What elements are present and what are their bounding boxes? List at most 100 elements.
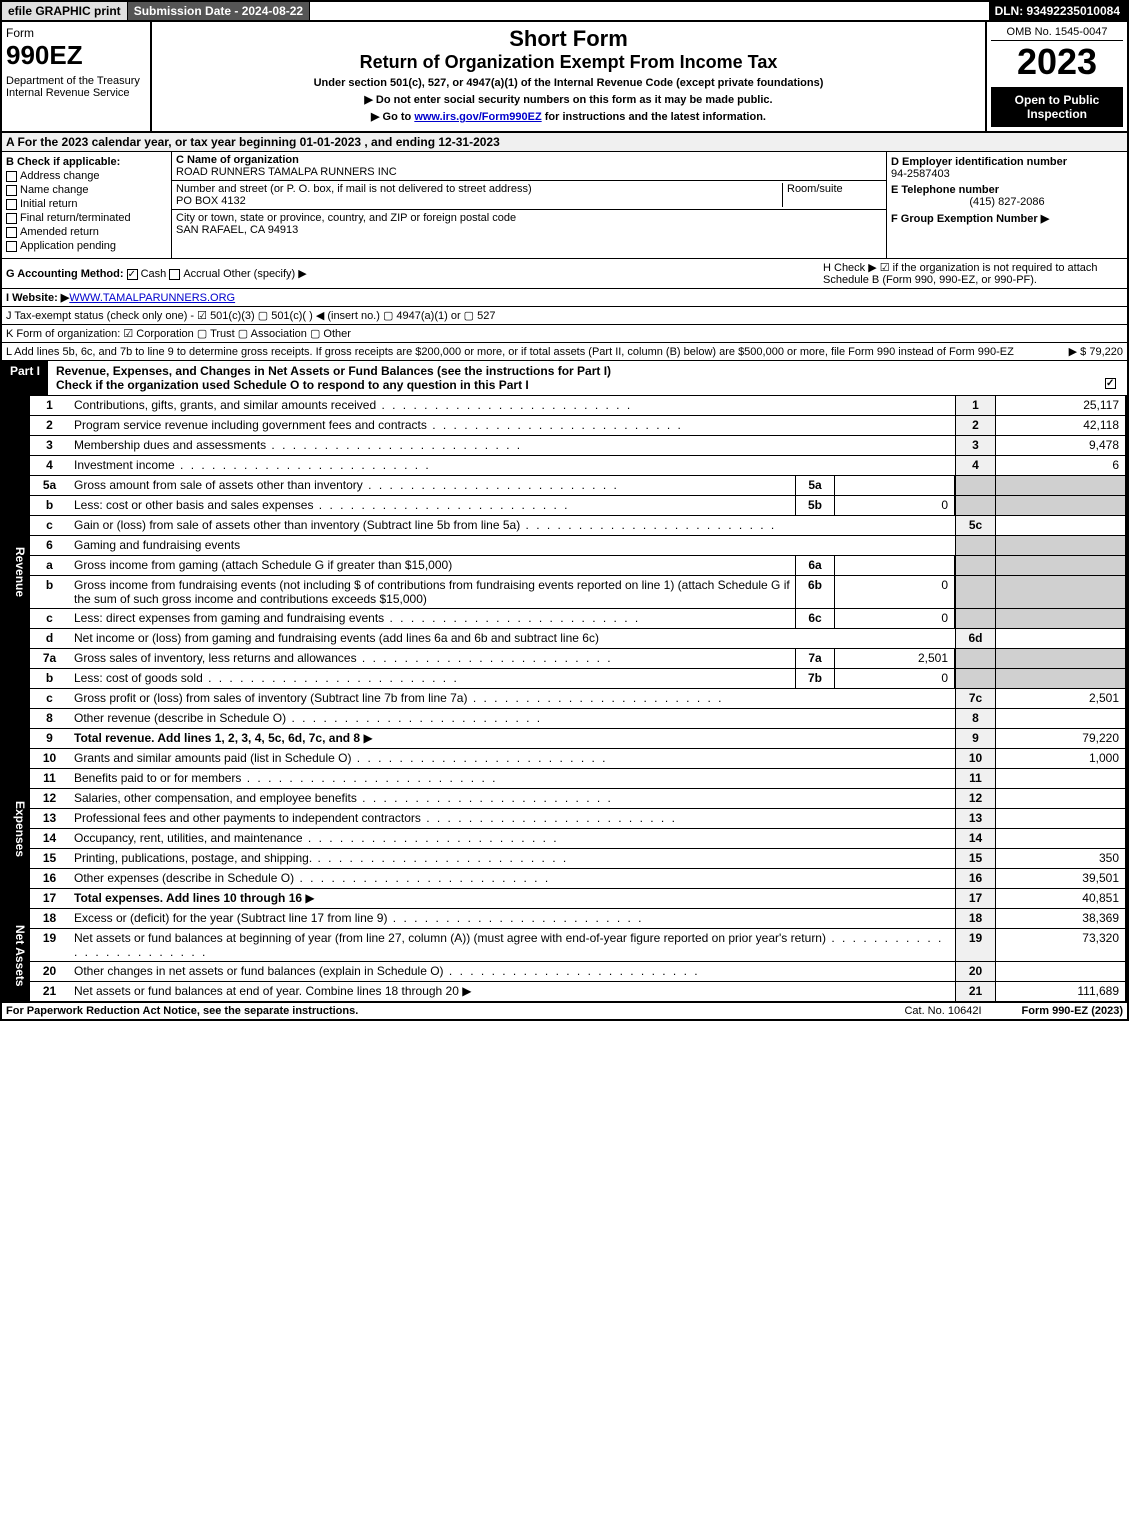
line-3-box: 3 bbox=[955, 436, 995, 455]
line-2-desc: Program service revenue including govern… bbox=[70, 416, 955, 435]
line-6a-subval bbox=[835, 556, 955, 575]
dln: DLN: 93492235010084 bbox=[989, 2, 1127, 20]
line-18-box: 18 bbox=[955, 909, 995, 928]
line-6d-box: 6d bbox=[955, 629, 995, 648]
revenue-section: Revenue 1Contributions, gifts, grants, a… bbox=[0, 396, 1129, 749]
section-c: C Name of organization ROAD RUNNERS TAMA… bbox=[172, 152, 887, 258]
paperwork-notice: For Paperwork Reduction Act Notice, see … bbox=[6, 1005, 358, 1017]
line-5b-subval: 0 bbox=[835, 496, 955, 515]
line-14-desc: Occupancy, rent, utilities, and maintena… bbox=[70, 829, 955, 848]
goto-post: for instructions and the latest informat… bbox=[542, 111, 766, 123]
ein: 94-2587403 bbox=[891, 168, 1123, 180]
line-18-desc: Excess or (deficit) for the year (Subtra… bbox=[70, 909, 955, 928]
city-state-zip: SAN RAFAEL, CA 94913 bbox=[176, 224, 882, 236]
line-15-desc: Printing, publications, postage, and shi… bbox=[70, 849, 955, 868]
line-15-val: 350 bbox=[995, 849, 1125, 868]
org-name-label: C Name of organization bbox=[176, 154, 882, 166]
line-11-desc: Benefits paid to or for members bbox=[70, 769, 955, 788]
form-footer: For Paperwork Reduction Act Notice, see … bbox=[0, 1002, 1129, 1021]
form-title: Return of Organization Exempt From Incom… bbox=[156, 52, 981, 73]
part-1-title: Revenue, Expenses, and Changes in Net As… bbox=[56, 364, 611, 378]
ein-label: D Employer identification number bbox=[891, 156, 1123, 168]
org-name: ROAD RUNNERS TAMALPA RUNNERS INC bbox=[176, 166, 882, 178]
irs-link[interactable]: www.irs.gov/Form990EZ bbox=[414, 111, 541, 123]
label-final-return: Final return/terminated bbox=[20, 212, 131, 224]
checkbox-address-change[interactable] bbox=[6, 171, 17, 182]
phone: (415) 827-2086 bbox=[891, 196, 1123, 208]
expenses-side-label: Expenses bbox=[2, 749, 28, 909]
checkbox-amended-return[interactable] bbox=[6, 227, 17, 238]
line-18-val: 38,369 bbox=[995, 909, 1125, 928]
checkbox-accrual[interactable] bbox=[169, 269, 180, 280]
net-assets-section: Net Assets 18Excess or (deficit) for the… bbox=[0, 909, 1129, 1002]
short-form-title: Short Form bbox=[156, 26, 981, 52]
line-20-desc: Other changes in net assets or fund bala… bbox=[70, 962, 955, 981]
line-2-val: 42,118 bbox=[995, 416, 1125, 435]
street-address: PO BOX 4132 bbox=[176, 195, 782, 207]
expenses-section: Expenses 10Grants and similar amounts pa… bbox=[0, 749, 1129, 909]
line-6c-sub: 6c bbox=[795, 609, 835, 628]
room-suite-label: Room/suite bbox=[782, 183, 882, 207]
checkbox-name-change[interactable] bbox=[6, 185, 17, 196]
line-4-desc: Investment income bbox=[70, 456, 955, 475]
checkbox-application-pending[interactable] bbox=[6, 241, 17, 252]
line-9-val: 79,220 bbox=[995, 729, 1125, 748]
section-l-value: ▶ $ 79,220 bbox=[1069, 345, 1123, 358]
checkbox-cash[interactable] bbox=[127, 269, 138, 280]
line-12-box: 12 bbox=[955, 789, 995, 808]
revenue-side-label: Revenue bbox=[2, 396, 28, 749]
section-g-label: G Accounting Method: bbox=[6, 268, 124, 280]
line-7b-subval: 0 bbox=[835, 669, 955, 688]
line-20-val bbox=[995, 962, 1125, 981]
checkbox-final-return[interactable] bbox=[6, 213, 17, 224]
part-1-header: Part I Revenue, Expenses, and Changes in… bbox=[0, 361, 1129, 396]
line-10-val: 1,000 bbox=[995, 749, 1125, 768]
line-6c-subval: 0 bbox=[835, 609, 955, 628]
line-2-box: 2 bbox=[955, 416, 995, 435]
form-version: Form 990-EZ (2023) bbox=[1022, 1005, 1123, 1017]
open-to-public: Open to Public Inspection bbox=[991, 87, 1123, 127]
line-6a-desc: Gross income from gaming (attach Schedul… bbox=[70, 556, 795, 575]
arrow-icon: ▶ bbox=[462, 984, 471, 998]
line-5c-desc: Gain or (loss) from sale of assets other… bbox=[70, 516, 955, 535]
form-header: Form 990EZ Department of the Treasury In… bbox=[0, 22, 1129, 133]
line-7b-sub: 7b bbox=[795, 669, 835, 688]
omb-number: OMB No. 1545-0047 bbox=[991, 26, 1123, 41]
section-d: D Employer identification number 94-2587… bbox=[887, 152, 1127, 258]
part-1-check-note: Check if the organization used Schedule … bbox=[56, 378, 529, 392]
line-6a-sub: 6a bbox=[795, 556, 835, 575]
line-6-desc: Gaming and fundraising events bbox=[70, 536, 955, 555]
line-9-box: 9 bbox=[955, 729, 995, 748]
line-17-val: 40,851 bbox=[995, 889, 1125, 908]
catalog-number: Cat. No. 10642I bbox=[904, 1005, 981, 1017]
line-5c-box: 5c bbox=[955, 516, 995, 535]
label-initial-return: Initial return bbox=[20, 198, 77, 210]
arrow-icon: ▶ bbox=[363, 731, 372, 745]
line-14-val bbox=[995, 829, 1125, 848]
line-11-box: 11 bbox=[955, 769, 995, 788]
street-label: Number and street (or P. O. box, if mail… bbox=[176, 183, 782, 195]
website-link[interactable]: WWW.TAMALPARUNNERS.ORG bbox=[69, 292, 235, 304]
goto-pre: ▶ Go to bbox=[371, 111, 414, 123]
line-5b-desc: Less: cost or other basis and sales expe… bbox=[70, 496, 795, 515]
section-l-text: L Add lines 5b, 6c, and 7b to line 9 to … bbox=[6, 346, 1069, 358]
section-l-row: L Add lines 5b, 6c, and 7b to line 9 to … bbox=[0, 343, 1129, 361]
website-label: I Website: ▶ bbox=[6, 291, 69, 304]
line-13-desc: Professional fees and other payments to … bbox=[70, 809, 955, 828]
group-exemption-label: F Group Exemption Number ▶ bbox=[891, 212, 1123, 225]
checkbox-initial-return[interactable] bbox=[6, 199, 17, 210]
label-address-change: Address change bbox=[20, 170, 100, 182]
efile-print-button[interactable]: efile GRAPHIC print bbox=[2, 2, 128, 20]
label-name-change: Name change bbox=[20, 184, 89, 196]
line-6d-val bbox=[995, 629, 1125, 648]
line-8-val bbox=[995, 709, 1125, 728]
section-k-row: K Form of organization: ☑ Corporation ▢ … bbox=[0, 325, 1129, 343]
line-1-desc: Contributions, gifts, grants, and simila… bbox=[70, 396, 955, 415]
line-6b-sub: 6b bbox=[795, 576, 835, 608]
checkbox-schedule-o[interactable] bbox=[1105, 378, 1116, 389]
line-12-desc: Salaries, other compensation, and employ… bbox=[70, 789, 955, 808]
line-8-box: 8 bbox=[955, 709, 995, 728]
line-5b-sub: 5b bbox=[795, 496, 835, 515]
line-1-val: 25,117 bbox=[995, 396, 1125, 415]
line-13-box: 13 bbox=[955, 809, 995, 828]
